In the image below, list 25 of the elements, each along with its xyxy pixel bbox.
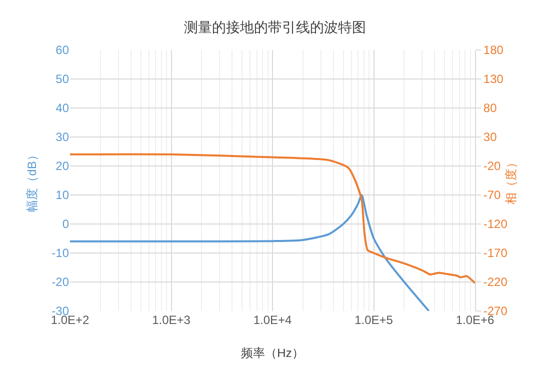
- y2-tick-label: -120: [483, 217, 508, 232]
- y2-tick-label: -70: [483, 188, 502, 202]
- y-tick-label: 30: [56, 130, 70, 144]
- y2-tick-label: 130: [483, 72, 504, 86]
- x-tick-label: 1.0E+3: [152, 313, 191, 327]
- y2-tick-label: 80: [483, 101, 498, 116]
- y-tick-label: 40: [56, 101, 70, 116]
- y-tick-label: 50: [56, 72, 70, 86]
- y-tick-label: 20: [56, 159, 70, 174]
- y-tick-label: 60: [56, 43, 70, 58]
- y-axis-title: 幅度（dB）: [25, 149, 39, 212]
- y-tick-label: -10: [52, 246, 70, 260]
- y-tick-label: 10: [56, 188, 70, 202]
- y-tick-label: -20: [52, 275, 70, 290]
- y-tick-label: 0: [62, 217, 70, 232]
- y2-tick-label: 180: [483, 43, 504, 58]
- y2-tick-label: -20: [483, 159, 502, 174]
- chart-title: 测量的接地的带引线的波特图: [184, 18, 366, 35]
- x-tick-label: 1.0E+5: [354, 313, 394, 327]
- y2-tick-label: 30: [483, 130, 498, 144]
- x-tick-label: 1.0E+4: [253, 313, 292, 327]
- x-axis-title: 频率（Hz）: [241, 346, 304, 360]
- y2-tick-label: -170: [483, 246, 508, 260]
- y2-tick-label: -220: [483, 275, 508, 290]
- y2-axis-title: 相（度）: [504, 156, 518, 204]
